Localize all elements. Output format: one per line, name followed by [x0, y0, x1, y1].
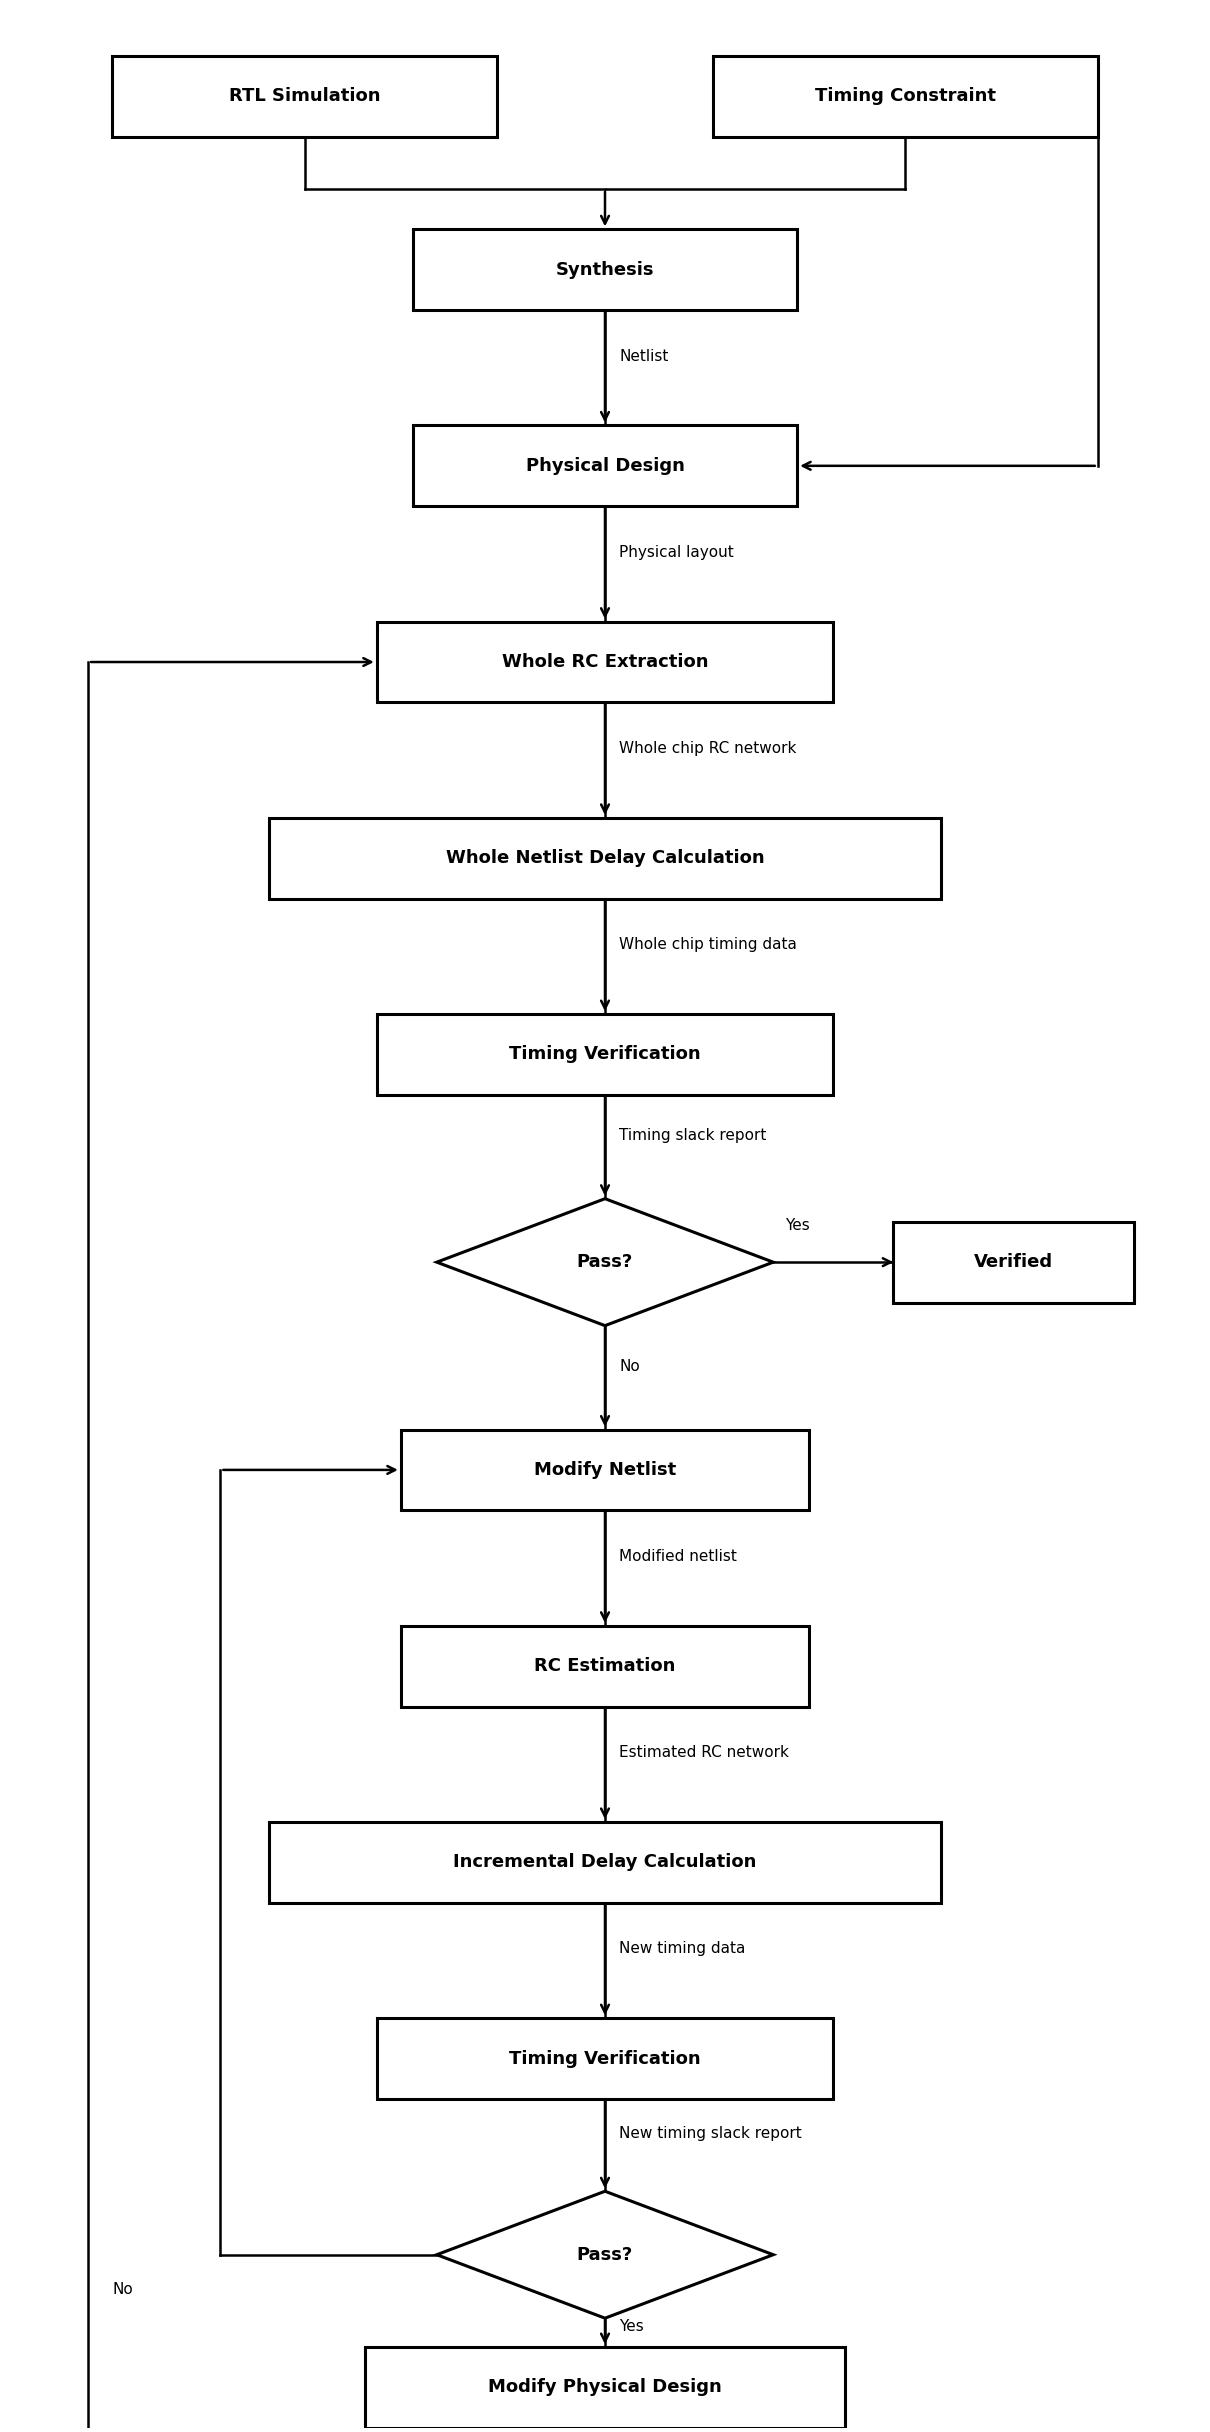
Text: Incremental Delay Calculation: Incremental Delay Calculation [454, 1853, 756, 1870]
Text: Yes: Yes [785, 1218, 809, 1233]
Text: Pass?: Pass? [577, 2245, 633, 2264]
FancyBboxPatch shape [269, 1822, 941, 1902]
FancyBboxPatch shape [401, 1430, 809, 1510]
Text: Physical Design: Physical Design [525, 457, 685, 474]
Polygon shape [437, 1199, 773, 1325]
Text: Modified netlist: Modified netlist [620, 1549, 737, 1564]
Text: RTL Simulation: RTL Simulation [229, 88, 380, 105]
FancyBboxPatch shape [713, 56, 1097, 136]
Text: Netlist: Netlist [620, 348, 669, 365]
Text: Synthesis: Synthesis [555, 260, 655, 280]
Text: Physical layout: Physical layout [620, 545, 734, 559]
FancyBboxPatch shape [113, 56, 497, 136]
Text: Modify Netlist: Modify Netlist [534, 1462, 676, 1479]
Text: Estimated RC network: Estimated RC network [620, 1746, 789, 1761]
Text: Whole chip timing data: Whole chip timing data [620, 936, 797, 953]
FancyBboxPatch shape [893, 1221, 1134, 1304]
Text: Pass?: Pass? [577, 1252, 633, 1272]
Text: Modify Physical Design: Modify Physical Design [488, 2378, 722, 2396]
FancyBboxPatch shape [401, 1625, 809, 1707]
Text: New timing slack report: New timing slack report [620, 2126, 802, 2140]
FancyBboxPatch shape [376, 623, 834, 703]
Text: Timing Verification: Timing Verification [509, 2050, 701, 2067]
Polygon shape [437, 2191, 773, 2318]
Text: No: No [620, 1359, 640, 1374]
Text: Whole chip RC network: Whole chip RC network [620, 742, 797, 756]
FancyBboxPatch shape [413, 229, 797, 309]
FancyBboxPatch shape [413, 426, 797, 506]
Text: RC Estimation: RC Estimation [535, 1656, 675, 1676]
FancyBboxPatch shape [269, 817, 941, 897]
Text: Yes: Yes [620, 2320, 644, 2335]
Text: New timing data: New timing data [620, 1941, 745, 1955]
Text: Whole Netlist Delay Calculation: Whole Netlist Delay Calculation [445, 849, 765, 868]
Text: Timing slack report: Timing slack report [620, 1128, 767, 1143]
FancyBboxPatch shape [376, 1014, 834, 1094]
Text: Timing Verification: Timing Verification [509, 1046, 701, 1063]
FancyBboxPatch shape [376, 2019, 834, 2099]
Text: No: No [113, 2281, 133, 2296]
FancyBboxPatch shape [364, 2347, 846, 2427]
Text: Verified: Verified [974, 1252, 1053, 1272]
Text: Timing Constraint: Timing Constraint [814, 88, 996, 105]
Text: Whole RC Extraction: Whole RC Extraction [502, 654, 708, 671]
